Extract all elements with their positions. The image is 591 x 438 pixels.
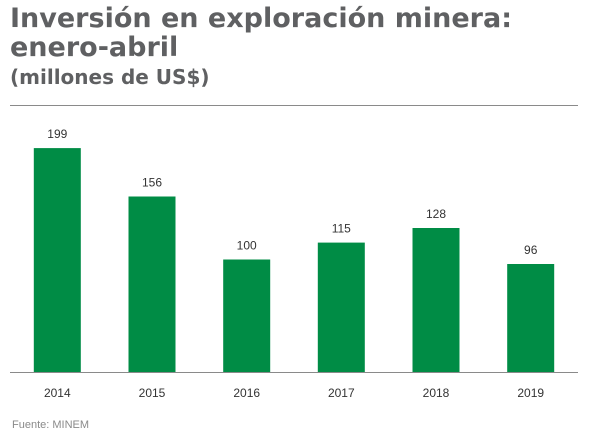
x-tick-label-2019: 2019 bbox=[517, 386, 544, 400]
bar-2016 bbox=[223, 259, 271, 372]
chart-subtitle: (millones de US$) bbox=[10, 65, 210, 89]
data-label-2015: 156 bbox=[142, 176, 162, 190]
chart-title: Inversión en exploración minera: enero-a… bbox=[10, 4, 512, 62]
bar-2017 bbox=[317, 242, 365, 372]
x-tick-label-2014: 2014 bbox=[44, 386, 71, 400]
chart-title-line-2: enero-abril bbox=[10, 32, 179, 63]
source-note: Fuente: MINEM bbox=[12, 419, 90, 431]
data-label-2018: 128 bbox=[426, 207, 446, 221]
data-label-2016: 100 bbox=[237, 239, 257, 253]
data-label-2017: 115 bbox=[332, 222, 351, 236]
x-tick-label-2017: 2017 bbox=[328, 386, 355, 400]
x-tick-label-2018: 2018 bbox=[423, 386, 450, 400]
header-divider bbox=[10, 105, 578, 106]
bar-2015 bbox=[128, 196, 176, 372]
x-tick-label-2016: 2016 bbox=[233, 386, 260, 400]
bar-2018 bbox=[412, 228, 460, 372]
chart-title-line-1: Inversión en exploración minera: bbox=[10, 3, 513, 34]
x-tick-label-2015: 2015 bbox=[139, 386, 166, 400]
bar-2019 bbox=[507, 264, 555, 372]
data-label-2019: 96 bbox=[524, 243, 538, 257]
bar-2014 bbox=[33, 148, 81, 372]
data-label-2014: 199 bbox=[47, 127, 67, 141]
